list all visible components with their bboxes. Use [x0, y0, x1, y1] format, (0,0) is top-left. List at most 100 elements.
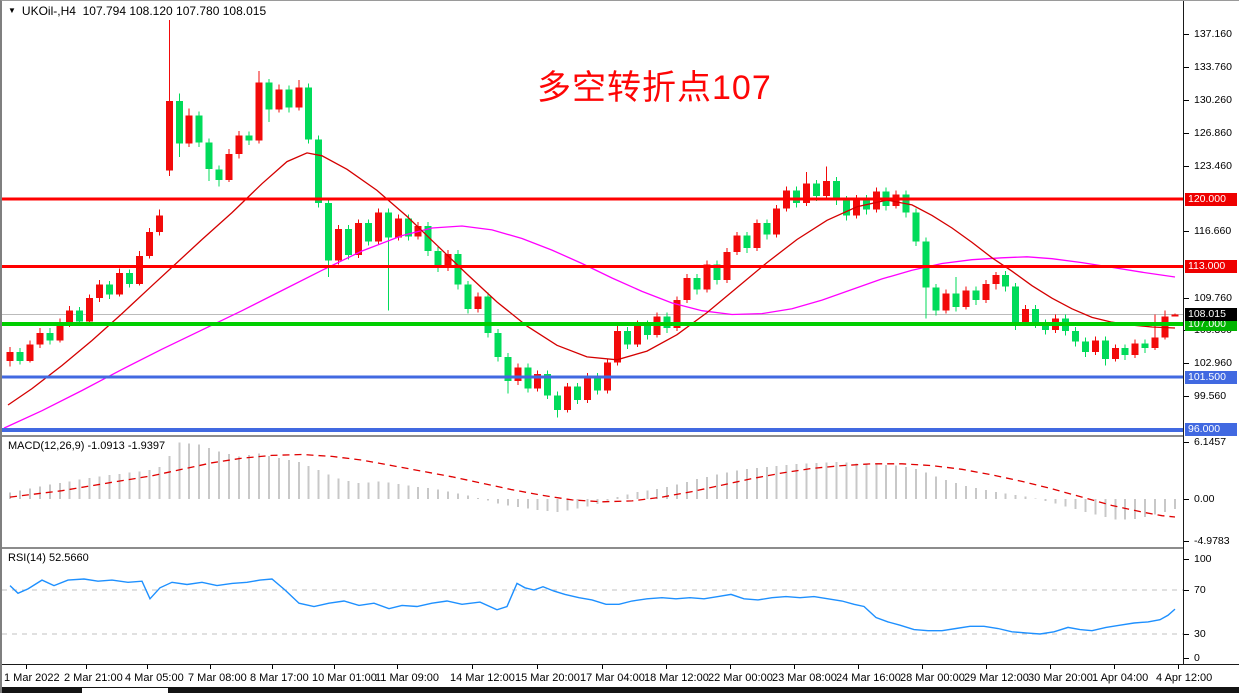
- candle-body: [46, 332, 54, 341]
- candle-body: [1091, 340, 1099, 352]
- price-tick-label: 133.760: [1194, 61, 1232, 73]
- candle-body: [773, 208, 781, 235]
- time-label: 8 Mar 17:00: [250, 672, 309, 684]
- price-tick-label: 130.260: [1194, 94, 1232, 106]
- time-tick: [272, 665, 273, 669]
- price-tick-label: 126.860: [1194, 127, 1232, 139]
- candle-body: [1002, 275, 1010, 287]
- candle-body: [205, 142, 213, 170]
- price-tick-label: 102.960: [1194, 357, 1232, 369]
- rsi-line: [9, 578, 1176, 635]
- candle-body: [922, 241, 930, 288]
- candle-body: [514, 367, 522, 381]
- time-label: 4 Mar 05:00: [125, 672, 184, 684]
- hline-price-badge: 101.500: [1185, 371, 1237, 384]
- price-tick-label-tick: [1184, 363, 1189, 364]
- candle-body: [643, 324, 651, 335]
- price-tick-label-tick: [1184, 100, 1189, 101]
- macd-scale-label-tick: [1184, 541, 1189, 542]
- rsi-scale-label-tick: [1184, 559, 1189, 560]
- hline-price-badge: 107.000: [1185, 318, 1237, 331]
- candle-body: [763, 223, 771, 235]
- candle-body: [285, 89, 293, 108]
- rsi-scale-label-tick: [1184, 590, 1189, 591]
- price-tick-label: 116.660: [1194, 225, 1232, 237]
- time-tick: [86, 665, 87, 669]
- time-label: 10 Mar 01:00: [312, 672, 377, 684]
- candle-body: [464, 284, 472, 309]
- time-tick: [334, 665, 335, 669]
- candle-body: [404, 218, 412, 237]
- candle-body: [424, 226, 432, 251]
- time-tick: [472, 665, 473, 669]
- candle-body: [743, 235, 751, 249]
- candle-body: [584, 377, 591, 401]
- ma-fast-line: [7, 152, 1176, 406]
- candle-body: [325, 202, 333, 261]
- candle-body: [126, 273, 133, 284]
- candle-body: [315, 139, 323, 203]
- price-tick-label-tick: [1184, 166, 1189, 167]
- candle-body: [335, 228, 343, 261]
- pane-separator[interactable]: [2, 435, 1183, 437]
- candle-body: [195, 115, 203, 143]
- scrollbar-thumb[interactable]: [82, 688, 168, 693]
- time-label: 24 Mar 16:00: [836, 672, 901, 684]
- time-scale[interactable]: 1 Mar 2022 2 Mar 21:00 4 Mar 05:00 7 Mar 08…: [2, 664, 1239, 687]
- candle-body: [295, 87, 303, 108]
- time-tick: [26, 665, 27, 669]
- candle-body: [1032, 308, 1040, 324]
- time-label: 1 Apr 04:00: [1092, 672, 1149, 684]
- macd-scale-label: -4.9783: [1194, 535, 1230, 547]
- price-tick-label: 137.160: [1194, 28, 1232, 40]
- candle-body: [1101, 340, 1109, 359]
- candle-body: [365, 223, 372, 242]
- macd-pane[interactable]: [2, 437, 1183, 547]
- candle-body: [454, 253, 462, 285]
- candle-body: [962, 290, 970, 307]
- candle-body: [66, 310, 74, 324]
- candle-body: [474, 296, 482, 309]
- candle-body: [564, 386, 572, 410]
- rsi-scale-label: 0: [1194, 652, 1200, 664]
- time-tick: [1050, 665, 1051, 669]
- macd-signal-line: [9, 453, 1176, 518]
- time-tick: [210, 665, 211, 669]
- candle-body: [175, 101, 183, 144]
- candle-body: [6, 352, 14, 361]
- price-pane[interactable]: [2, 1, 1183, 435]
- candle-body: [145, 231, 153, 256]
- macd-scale-label-tick: [1184, 442, 1189, 443]
- candle-body: [1131, 343, 1139, 355]
- candle-body: [265, 82, 273, 110]
- time-tick: [537, 665, 538, 669]
- candle-body: [56, 323, 64, 341]
- candle-body: [494, 332, 502, 357]
- time-label: 22 Mar 00:00: [708, 672, 773, 684]
- candle-body: [106, 284, 114, 295]
- rsi-pane[interactable]: [2, 549, 1183, 663]
- pane-separator[interactable]: [2, 547, 1183, 549]
- price-tick-label: 123.460: [1194, 160, 1232, 172]
- price-tick-label-tick: [1184, 231, 1189, 232]
- candle-body: [1121, 348, 1129, 355]
- chevron-down-icon[interactable]: ▼: [8, 6, 16, 15]
- price-scale[interactable]: 137.160 133.760 130.260 126.860 123.460 116.6…: [1183, 1, 1239, 664]
- price-tick-label: 99.560: [1194, 390, 1227, 402]
- time-label: 15 Mar 20:00: [515, 672, 580, 684]
- candle-body: [1022, 308, 1030, 324]
- price-tick-label-tick: [1184, 67, 1189, 68]
- candle-body: [26, 344, 34, 361]
- time-tick: [922, 665, 923, 669]
- candle-body: [534, 374, 542, 389]
- price-tick-label-tick: [1184, 34, 1189, 35]
- chart-title: ▼ UKOil-,H4 107.794 108.120 107.780 108.0…: [8, 4, 266, 18]
- time-tick: [1114, 665, 1115, 669]
- candle-body: [215, 169, 223, 180]
- candle-body: [1071, 330, 1079, 342]
- time-label: 29 Mar 12:00: [964, 672, 1029, 684]
- horizontal-scrollbar[interactable]: [2, 687, 1239, 693]
- time-label: 18 Mar 12:00: [644, 672, 709, 684]
- current-price-badge: 108.015: [1185, 308, 1237, 321]
- candle-body: [992, 275, 1000, 284]
